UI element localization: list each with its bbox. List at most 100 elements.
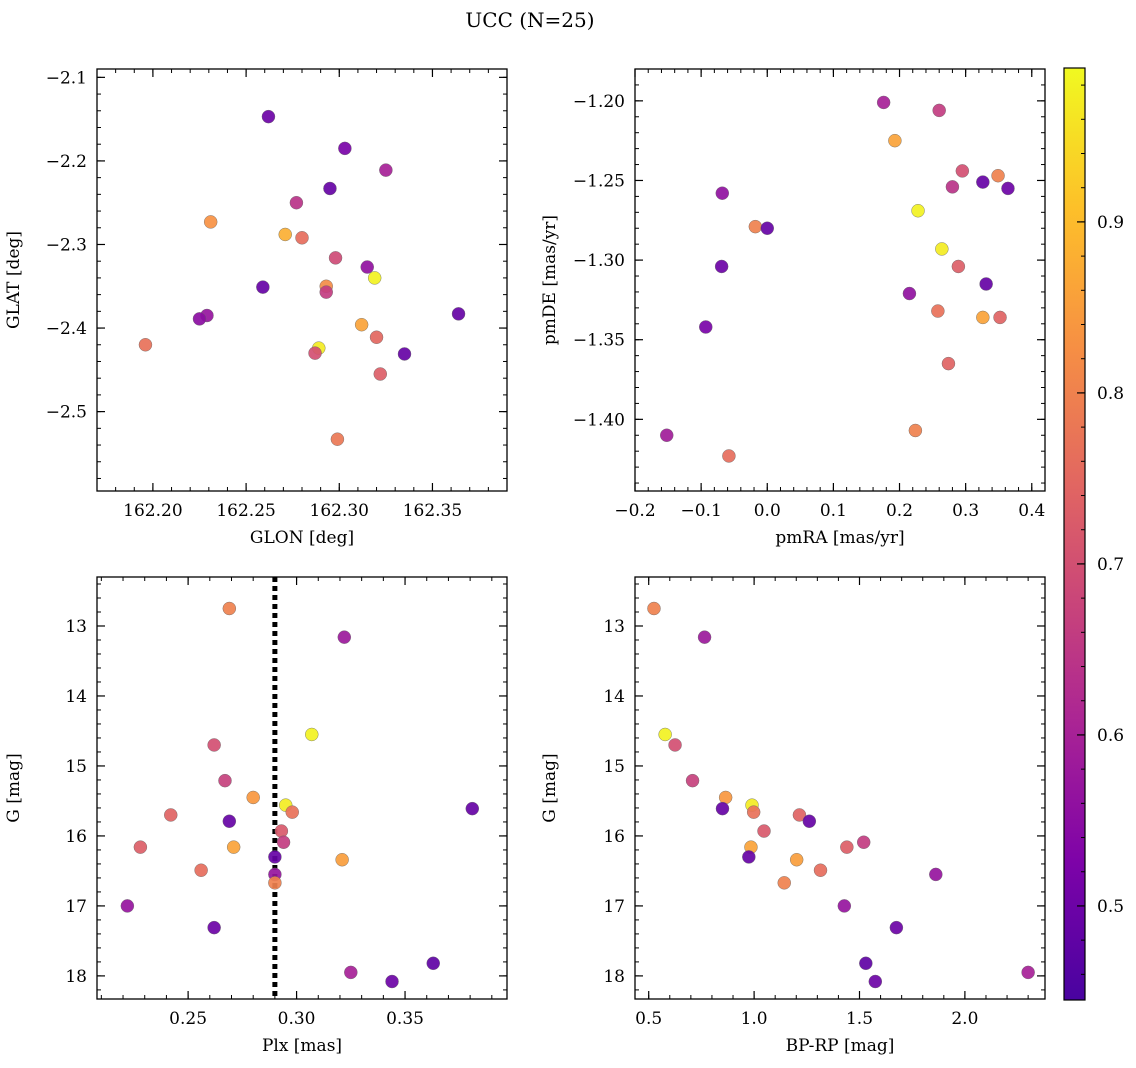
data-point — [335, 853, 349, 867]
data-point — [660, 428, 674, 442]
y-axis-label: G [mag] — [540, 753, 560, 822]
y-tick-label: −1.20 — [573, 92, 625, 112]
data-point — [289, 196, 304, 210]
x-axis-label: GLON [deg] — [250, 528, 354, 548]
x-tick-label: 1.0 — [741, 1009, 768, 1029]
x-axis-label: Plx [mas] — [262, 1036, 342, 1056]
data-point — [465, 801, 479, 816]
data-point — [246, 790, 260, 805]
data-point — [951, 259, 966, 274]
data-point — [385, 974, 399, 989]
x-tick-label: 162.35 — [403, 501, 462, 521]
data-point — [714, 259, 729, 274]
data-point — [802, 814, 817, 828]
data-point — [1001, 181, 1015, 196]
data-point — [256, 280, 270, 294]
panel-3: 0.25 0.30 0.35 13 14 15 16 17 18 Plx [mas] G [mag] — [4, 576, 508, 1056]
data-point — [699, 320, 713, 334]
x-axis-label: pmRA [mas/yr] — [775, 528, 904, 548]
data-point — [789, 853, 804, 867]
data-point — [837, 899, 852, 913]
data-point — [367, 271, 382, 285]
data-point — [876, 95, 891, 110]
y-tick-label: −2.5 — [46, 403, 87, 423]
panel-2: −0.2 −0.1 0.0 0.1 0.2 0.3 0.4 −1.20 −1.25 −1.30 −1… — [540, 68, 1046, 548]
data-point — [889, 920, 904, 935]
y-axis-label: pmDE [mas/yr] — [540, 215, 560, 345]
colorbar: 0.5 0.6 0.7 0.8 0.9 — [1063, 67, 1124, 1001]
data-point — [859, 956, 873, 971]
data-point — [647, 601, 661, 616]
data-point — [285, 805, 299, 819]
data-point — [426, 956, 440, 971]
data-point — [748, 219, 763, 234]
data-point — [305, 727, 319, 742]
data-point — [323, 181, 337, 196]
data-point — [945, 180, 960, 194]
data-point — [746, 805, 761, 819]
colorbar-gradient — [1064, 68, 1085, 1000]
data-point — [932, 103, 946, 118]
y-tick-label: 15 — [603, 757, 625, 777]
axes-frame — [634, 68, 1046, 492]
data-point — [222, 601, 237, 616]
y-tick-label: 14 — [65, 687, 87, 707]
data-point — [840, 840, 854, 854]
colorbar-tick-label: 0.5 — [1097, 897, 1124, 917]
data-point — [888, 133, 902, 148]
colorbar-tick-label: 0.8 — [1097, 384, 1124, 404]
x-tick-label: 0.4 — [1018, 501, 1045, 521]
data-point — [929, 867, 943, 882]
figure-title: UCC (N=25) — [465, 8, 594, 32]
data-point — [308, 346, 322, 360]
x-tick-label: −0.2 — [614, 501, 655, 521]
data-point — [207, 920, 221, 935]
scatter-panels: 162.20 162.25 162.30 162.35 −2.1 −2.2 −2.3 −2.4… — [4, 68, 1046, 1056]
data-point — [203, 215, 218, 229]
x-tick-label: 0.35 — [386, 1009, 424, 1029]
data-point — [685, 773, 700, 788]
x-tick-label: 0.30 — [278, 1009, 316, 1029]
data-point — [979, 277, 993, 291]
axes-frame — [96, 576, 508, 1000]
data-point — [276, 835, 291, 849]
data-point — [718, 790, 733, 805]
axes-frame — [96, 68, 508, 492]
data-point — [274, 824, 289, 838]
data-point — [278, 227, 292, 242]
y-tick-label: −2.3 — [46, 235, 87, 255]
data-point — [993, 310, 1007, 325]
x-tick-label: 2.0 — [951, 1009, 978, 1029]
data-point — [777, 876, 791, 890]
data-point — [164, 808, 178, 822]
data-point — [337, 630, 352, 644]
data-point — [908, 423, 923, 438]
y-tick-label: 18 — [65, 967, 87, 987]
data-point — [222, 814, 237, 828]
data-point — [373, 367, 387, 381]
data-point — [344, 965, 358, 980]
y-tick-label: −2.1 — [46, 68, 87, 88]
y-tick-label: −1.35 — [573, 331, 625, 351]
panel-1: 162.20 162.25 162.30 162.35 −2.1 −2.2 −2.3 −2.4… — [4, 68, 508, 548]
y-tick-label: −1.30 — [573, 251, 625, 271]
data-point — [935, 242, 949, 256]
data-point — [813, 863, 828, 877]
data-point — [976, 310, 990, 325]
data-point — [379, 163, 393, 177]
data-point — [330, 432, 345, 446]
data-point — [218, 773, 232, 788]
data-point — [133, 840, 148, 854]
data-point — [338, 141, 352, 156]
x-tick-label: 0.2 — [886, 501, 913, 521]
y-tick-label: 16 — [65, 827, 87, 847]
y-axis-label: GLAT [deg] — [4, 231, 24, 329]
data-point — [868, 974, 883, 989]
y-tick-label: 15 — [65, 757, 87, 777]
data-point — [194, 863, 208, 877]
panel-4: 0.5 1.0 1.5 2.0 13 14 15 16 17 18 BP-RP [mag] G [ma… — [540, 576, 1046, 1056]
colorbar-tick-label: 0.9 — [1097, 213, 1124, 233]
data-point — [226, 840, 241, 854]
colorbar-tick-label: 0.6 — [1097, 726, 1124, 746]
data-point — [268, 876, 282, 890]
